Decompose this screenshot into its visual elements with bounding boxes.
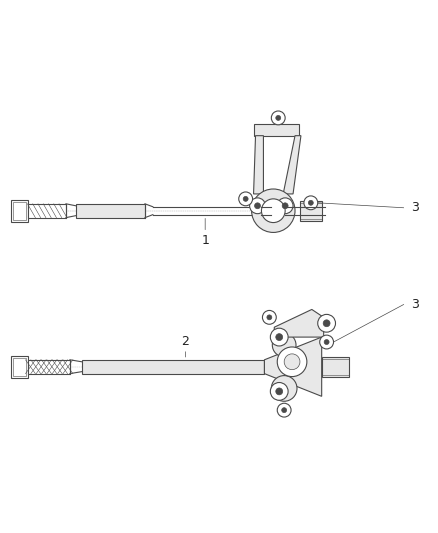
Circle shape — [261, 199, 285, 223]
Circle shape — [277, 198, 293, 214]
Circle shape — [262, 310, 276, 324]
Circle shape — [276, 388, 283, 395]
Circle shape — [282, 408, 286, 413]
Text: 2: 2 — [181, 335, 189, 348]
Bar — [11, 200, 28, 222]
Polygon shape — [254, 136, 263, 194]
Bar — [28, 204, 66, 217]
Circle shape — [320, 335, 333, 349]
Text: 1: 1 — [201, 234, 209, 247]
Circle shape — [272, 333, 296, 357]
Circle shape — [284, 354, 300, 370]
Circle shape — [270, 328, 288, 346]
Bar — [13, 358, 26, 376]
Bar — [300, 201, 321, 221]
Circle shape — [271, 111, 285, 125]
Circle shape — [243, 196, 248, 201]
Circle shape — [276, 116, 281, 120]
Bar — [13, 202, 26, 220]
Bar — [321, 359, 350, 375]
Circle shape — [324, 340, 329, 344]
Circle shape — [308, 200, 313, 205]
Circle shape — [267, 315, 272, 320]
Polygon shape — [265, 337, 321, 397]
Circle shape — [271, 376, 297, 401]
Circle shape — [282, 203, 288, 209]
Circle shape — [270, 383, 288, 400]
Bar — [254, 124, 299, 136]
Bar — [76, 204, 145, 217]
Circle shape — [239, 192, 253, 206]
Circle shape — [251, 189, 295, 232]
Circle shape — [276, 334, 283, 341]
Circle shape — [254, 203, 261, 209]
Polygon shape — [283, 136, 301, 194]
Circle shape — [304, 196, 318, 209]
Bar — [11, 356, 28, 377]
Circle shape — [277, 347, 307, 377]
Circle shape — [277, 403, 291, 417]
Bar — [82, 360, 265, 374]
Circle shape — [318, 314, 336, 332]
Text: 3: 3 — [412, 298, 420, 311]
Circle shape — [250, 198, 265, 214]
Polygon shape — [274, 310, 324, 337]
Bar — [321, 357, 350, 377]
Circle shape — [323, 320, 330, 327]
Bar — [300, 203, 321, 219]
Bar — [28, 360, 70, 374]
Text: 3: 3 — [412, 201, 420, 214]
